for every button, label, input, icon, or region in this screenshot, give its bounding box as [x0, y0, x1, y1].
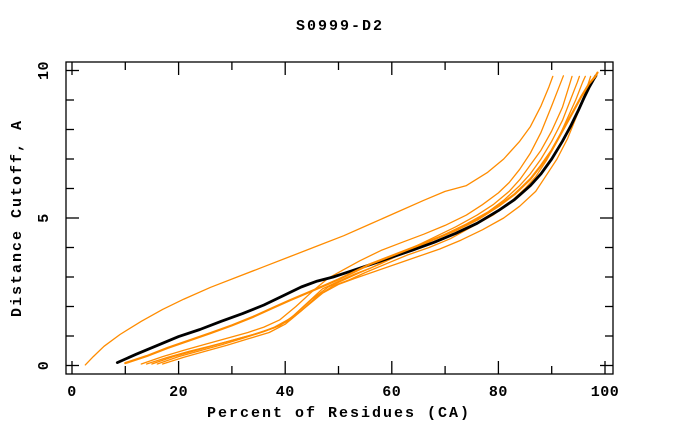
curve-orange-curve-2	[151, 75, 573, 365]
y-axis-label: Distance Cutoff, A	[9, 119, 26, 317]
plot-border	[65, 61, 614, 375]
curve-black-reference-curve	[115, 74, 598, 364]
curve-orange-curve-6	[140, 75, 565, 365]
curve-orange-curve-5	[145, 75, 592, 365]
plot-title: S0999-D2	[296, 18, 384, 35]
x-tick-label: 20	[169, 384, 188, 401]
y-tick-label: 10	[36, 61, 53, 80]
axis-tick-labels: 0 20 40 60 80 100 0 5 10	[36, 61, 619, 401]
x-tick-label: 80	[489, 384, 508, 401]
curve-orange-curve-thick	[124, 71, 599, 365]
curves	[84, 71, 599, 366]
x-tick-label: 60	[382, 384, 401, 401]
x-tick-label: 40	[276, 384, 295, 401]
y-tick-label: 0	[36, 361, 53, 371]
x-tick-label: 0	[67, 384, 77, 401]
y-tick-label: 5	[36, 213, 53, 223]
plot-frame	[65, 61, 614, 375]
x-axis-label: Percent of Residues (CA)	[207, 405, 471, 422]
curve-orange-curve-top	[84, 75, 554, 366]
x-tick-label: 100	[591, 384, 620, 401]
axis-ticks	[66, 62, 613, 374]
